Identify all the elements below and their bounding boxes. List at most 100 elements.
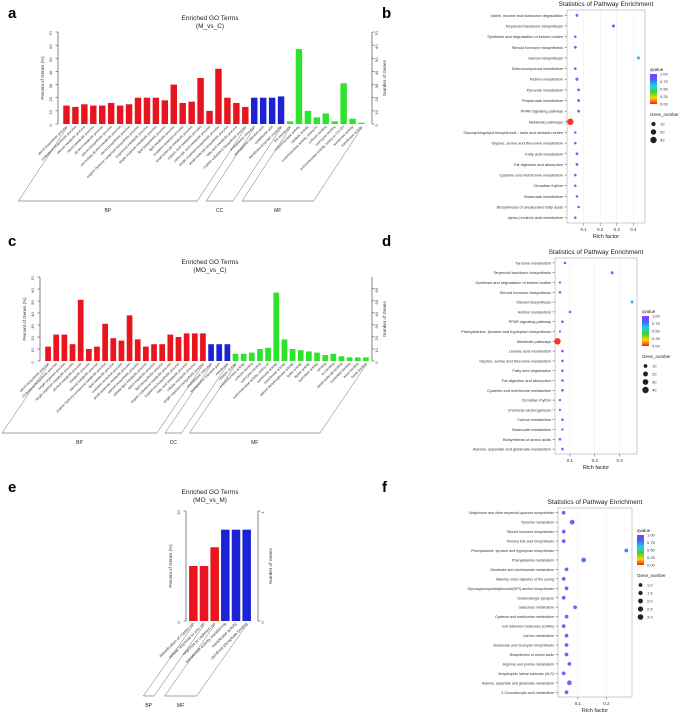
group-bracket-edge — [181, 364, 228, 434]
x-tick-label: 0.2 — [592, 458, 599, 463]
y-tick-label-left: 10 — [48, 109, 53, 114]
go-bar — [143, 97, 151, 124]
legend-size-tick: 10 — [660, 122, 665, 127]
go-bar — [85, 349, 92, 361]
go-bar — [259, 97, 267, 124]
go-bar — [69, 344, 76, 361]
go-bar — [242, 106, 249, 124]
pathway-point — [563, 261, 567, 265]
go-bar — [358, 122, 365, 124]
group-bracket-edge — [164, 364, 212, 434]
go-bar — [314, 352, 320, 361]
pathway-point — [569, 519, 575, 525]
legend-size-title: Gene_number — [642, 354, 671, 359]
go-bar — [110, 338, 117, 361]
go-bar — [251, 97, 258, 124]
legend-size-dot — [651, 121, 656, 127]
pathway-point — [561, 369, 564, 373]
group-bracket-edge — [143, 624, 194, 697]
legend-color-tick: 1.00 — [660, 72, 669, 77]
y-tick-label-right: 50 — [374, 299, 379, 304]
pathway-chart-title: Statistics of Pathway Enrichment — [548, 499, 643, 506]
group-bracket-edge — [319, 364, 367, 434]
pathway-point — [624, 548, 629, 553]
go-bar — [170, 84, 177, 124]
pathway-label: Glycosylphosphatidylinositol(GPI)-anchor… — [468, 587, 555, 591]
group-bracket-edge — [206, 127, 255, 202]
pathway-label: Cysteine and methionine metabolism — [487, 388, 551, 393]
y-tick-label-left: 40 — [30, 312, 35, 317]
pathway-point — [636, 56, 640, 60]
pathway-label: Cell adhesion molecules (CAMs) — [502, 625, 554, 629]
y-tick-label-left: 0 — [30, 361, 35, 364]
pathway-label: Biosynthesis of amino acids — [510, 653, 555, 657]
pathway-point — [574, 184, 577, 187]
go-bar — [224, 344, 231, 361]
pathway-point — [561, 428, 564, 431]
pathway-label: Fatty acid metabolism — [525, 151, 563, 156]
x-tick-label: 0.3 — [616, 458, 623, 463]
pathway-point — [610, 271, 614, 275]
pathway-point — [558, 408, 562, 412]
legend-color-bar — [650, 74, 657, 104]
y-tick-label-right: 60 — [374, 44, 379, 49]
group-label: MF — [177, 703, 184, 709]
pathway-label: Steroid hormone biosynthesis — [507, 530, 555, 534]
legend-size-dot — [638, 590, 643, 596]
go-bar — [206, 110, 213, 124]
go-bar — [208, 344, 214, 361]
go-bar — [77, 299, 84, 361]
plot-frame — [566, 9, 646, 224]
y-tick-label-left: 10 — [176, 510, 181, 515]
pathway-label: Ubiquinone and other terpenoid-quinone b… — [469, 511, 554, 515]
pathway-label: Cysteine and methionine metabolism — [499, 173, 563, 178]
pathway-label: Valine, leucine and isoleucine degradati… — [490, 13, 563, 18]
x-tick-label: 0.3 — [614, 227, 621, 232]
go-bar — [183, 333, 190, 361]
y-tick-label-left: 70 — [48, 31, 53, 36]
legend-size-tick: 10 — [652, 364, 657, 369]
pathway-point — [611, 24, 616, 28]
legend-size-tick: 1.0 — [647, 583, 653, 588]
pathway-label: Terpenoid backbone biosynthesis — [493, 270, 551, 275]
legend-color-bar — [642, 316, 649, 346]
pathway-label: Glycosphingolipid biosynthesis - lacto a… — [464, 130, 564, 135]
pathway-label: Butanoate metabolism — [512, 427, 551, 432]
legend-size-dot — [642, 379, 649, 385]
legend-size-dot — [638, 583, 643, 587]
pathway-point — [574, 216, 577, 219]
pathway-label: Steroid hormone biosynthesis — [512, 45, 563, 50]
legend-size-tick: 3.0 — [647, 615, 653, 620]
go-bar — [286, 121, 294, 124]
pathway-label: Carbon metabolism — [523, 634, 554, 638]
pathway-point — [575, 195, 579, 198]
group-label: BP — [76, 440, 83, 446]
legend-size-dot — [643, 371, 648, 377]
pathway-label: Nicotinate and nicotinamide metabolism — [490, 568, 554, 572]
legend-size-tick: 30 — [660, 138, 665, 143]
go-bar — [281, 339, 288, 361]
pathway-label: Steroid biosynthesis — [516, 300, 551, 305]
go-bar — [295, 49, 303, 125]
legend-color-bar — [637, 535, 644, 565]
pathway-label: Butanoate and neomycin biosynthesis — [493, 644, 554, 648]
go-chart-a: Enriched GO Terms(M_vs_C) 0 10 20 30 40 50 60 70… — [18, 15, 387, 214]
pathway-point — [561, 529, 566, 534]
legend-size-title: Gene_number — [637, 573, 666, 578]
y-tick-label-right: 50 — [374, 57, 379, 62]
pathway-label: Steroid hormone biosynthesis — [500, 290, 551, 295]
y-tick-label-left: 40 — [48, 70, 53, 75]
legend-color-tick: 0.75 — [660, 79, 669, 84]
pathway-point — [567, 118, 574, 126]
pathway-label: Phenylalanine, tyrosine and tryptophan b… — [461, 329, 551, 334]
group-label: CC — [170, 440, 178, 446]
go-bar — [175, 337, 182, 361]
pathway-label: PPAR signaling pathway — [521, 109, 563, 114]
go-bar — [107, 102, 115, 124]
go-bar — [189, 566, 198, 621]
pathway-point — [577, 205, 580, 209]
go-bar — [231, 529, 241, 621]
pathway-chart-d: Statistics of Pathway Enrichment 0.1 0.2 0.… — [461, 249, 671, 471]
pathway-label: Galactose metabolism — [518, 606, 554, 610]
legend-size-dot — [643, 364, 648, 368]
